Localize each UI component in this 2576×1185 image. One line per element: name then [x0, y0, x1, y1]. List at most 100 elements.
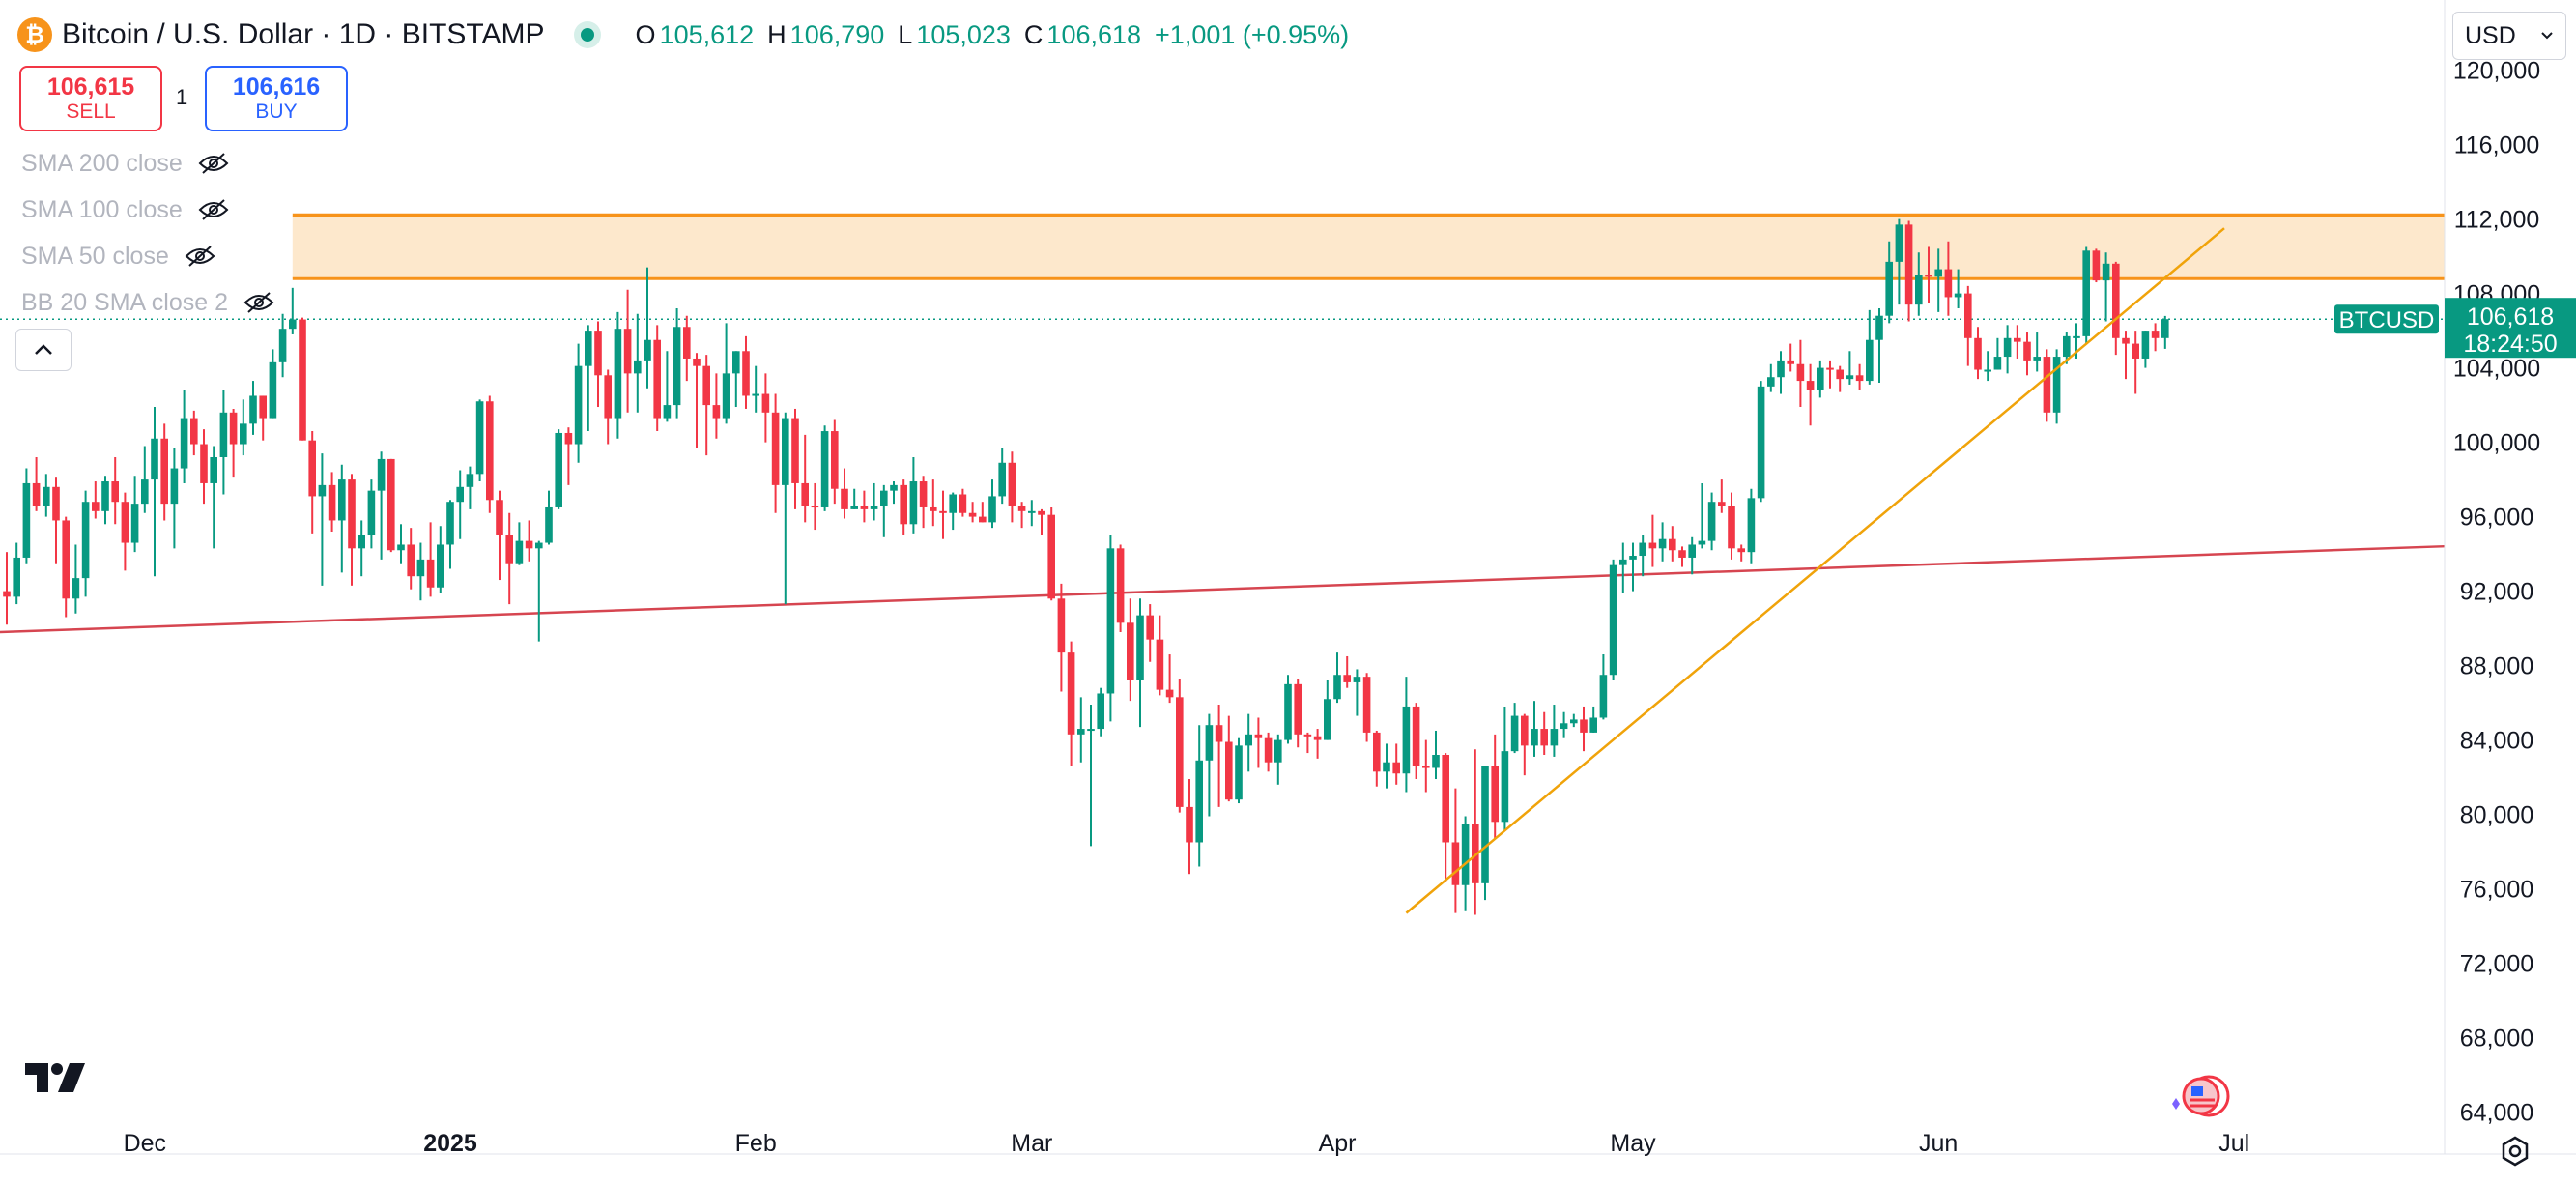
last-price-badge [2445, 298, 2576, 359]
countdown-text: 18:24:50 [2463, 331, 2557, 358]
price-tick-label: 96,000 [2460, 505, 2533, 532]
time-tick-label: Mar [1011, 1130, 1052, 1157]
quantity-value[interactable]: 1 [176, 85, 188, 109]
last-price-text: 106,618 [2467, 303, 2554, 331]
candle-body [1767, 377, 1775, 387]
candle-body [2033, 357, 2041, 361]
candle-body [505, 535, 513, 564]
candle-body [1531, 729, 1538, 746]
candle-body [2073, 335, 2080, 338]
candle-body [1866, 339, 1874, 382]
candle-body [72, 578, 80, 599]
candle-body [811, 506, 819, 508]
candle-body [564, 432, 573, 445]
candle-body [1629, 556, 1637, 560]
candle-body [1521, 715, 1529, 746]
candle-body [1333, 675, 1341, 700]
bitcoin-icon: ₿ [17, 17, 52, 52]
candle-body [594, 331, 602, 376]
eye-hidden-icon[interactable] [198, 198, 229, 221]
time-tick-label: Jul [2218, 1130, 2249, 1157]
candle-body [1274, 739, 1282, 763]
candle-body [52, 486, 60, 521]
candle-body [1235, 745, 1243, 800]
candle-body [1313, 736, 1322, 740]
market-status-icon[interactable] [573, 21, 601, 48]
indicator-sma100[interactable]: SMA 100 close [21, 190, 229, 229]
indicator-sma200[interactable]: SMA 200 close [21, 144, 229, 183]
candle-body [289, 319, 297, 330]
price-tick-label: 92,000 [2460, 579, 2533, 606]
eye-hidden-icon[interactable] [185, 245, 215, 268]
candle-body [130, 504, 139, 543]
candle-body [614, 329, 622, 419]
candle-body [1176, 697, 1184, 807]
candle-body [1451, 842, 1460, 885]
price-tick-label: 84,000 [2460, 728, 2533, 755]
candle-body [1324, 699, 1331, 740]
chart-settings-icon[interactable] [2499, 1135, 2532, 1168]
us-flag-icon[interactable] [2168, 1075, 2232, 1117]
candle-body [1757, 386, 1765, 499]
indicator-label: SMA 100 close [21, 195, 183, 223]
candle-body [1392, 762, 1400, 774]
candle-body [1156, 639, 1164, 690]
candle-body [1904, 224, 1913, 305]
buy-button[interactable]: 106,616 BUY [205, 66, 348, 131]
candle-body [1215, 725, 1223, 742]
chevron-down-icon [2541, 32, 2553, 40]
candle-body [496, 500, 503, 535]
candle-body [1747, 498, 1756, 553]
candle-body [1303, 734, 1312, 737]
currency-select[interactable]: USD [2452, 12, 2566, 60]
candle-body [1678, 550, 1686, 558]
candle-body [249, 395, 257, 424]
candle-body [545, 506, 553, 543]
ticker-badge-text: BTCUSD [2339, 307, 2435, 333]
candle-body [1925, 275, 1932, 277]
eye-hidden-icon[interactable] [243, 291, 274, 314]
candle-body [1432, 755, 1440, 768]
candle-body [13, 557, 20, 597]
candle-body [1944, 269, 1953, 298]
candles-group [3, 218, 2169, 915]
collapse-indicators-button[interactable] [15, 329, 72, 371]
candle-body [515, 540, 524, 564]
candle-body [968, 512, 977, 517]
time-tick-label: Dec [124, 1130, 166, 1157]
candle-body [761, 393, 770, 413]
candle-body [278, 329, 287, 362]
symbol-title[interactable]: Bitcoin / U.S. Dollar · 1D · BITSTAMP [62, 18, 545, 50]
candle-body [2052, 357, 2061, 413]
candle-body [170, 468, 179, 505]
rising-trendline [1405, 227, 2225, 914]
candle-body [2122, 337, 2130, 344]
candle-body [1846, 375, 1854, 380]
candle-body [466, 474, 474, 487]
indicator-sma50[interactable]: SMA 50 close [21, 237, 215, 275]
tradingview-logo-icon[interactable] [25, 1063, 87, 1094]
candle-body [870, 506, 878, 509]
candle-body [1383, 762, 1390, 772]
candle-body [210, 457, 217, 483]
candle-body [771, 412, 780, 485]
candle-body [2003, 337, 2012, 358]
candle-body [979, 516, 987, 523]
price-tick-label: 88,000 [2460, 653, 2533, 680]
candle-body [949, 494, 957, 513]
candle-body [1028, 510, 1036, 513]
candle-body [22, 482, 31, 558]
candle-body [1698, 540, 1706, 545]
candle-body [1362, 677, 1371, 733]
candle-body [1964, 293, 1972, 338]
indicator-label: SMA 50 close [21, 242, 169, 270]
sell-button[interactable]: 106,615 SELL [19, 66, 162, 131]
low-value: 105,023 [916, 19, 1011, 49]
eye-hidden-icon[interactable] [198, 152, 229, 175]
low-label: L [898, 19, 913, 49]
indicator-bb[interactable]: BB 20 SMA close 2 [21, 283, 274, 322]
candle-body [1087, 729, 1095, 732]
time-tick-label: Jun [1919, 1130, 1958, 1157]
